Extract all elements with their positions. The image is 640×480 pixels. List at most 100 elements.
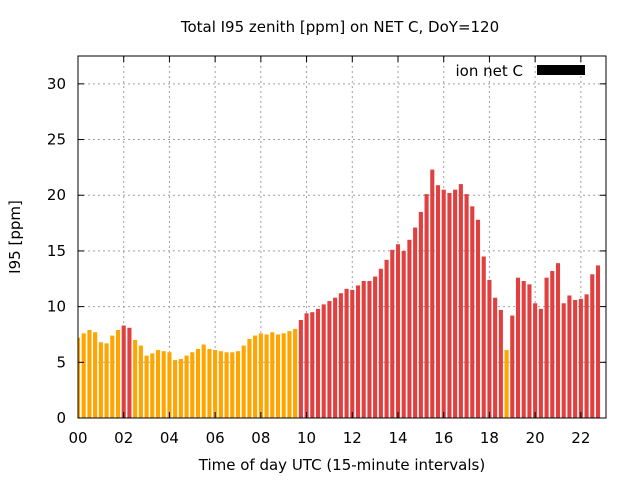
bar	[487, 279, 492, 418]
bar	[115, 330, 121, 418]
bar	[441, 189, 446, 418]
x-tick-label: 10	[297, 429, 316, 447]
bar	[475, 219, 481, 418]
y-axis-label: I95 [ppm]	[6, 200, 24, 274]
legend-swatch	[537, 65, 585, 75]
bar	[595, 265, 601, 418]
bar	[470, 206, 475, 418]
bar	[378, 268, 383, 418]
bar	[224, 352, 229, 418]
x-axis-ticks: 00 02 04 06 08 10 12 14 16 18 20 22	[68, 56, 590, 447]
bar	[424, 194, 429, 418]
bar	[578, 298, 583, 418]
bar	[561, 303, 566, 418]
bar	[173, 360, 178, 418]
bar	[510, 315, 515, 418]
bar	[190, 352, 195, 418]
bar	[98, 342, 103, 418]
bar	[304, 313, 309, 418]
bar	[361, 280, 366, 418]
bar	[110, 335, 115, 418]
y-tick-label: 25	[47, 131, 66, 149]
x-axis-label: Time of day UTC (15-minute intervals)	[198, 456, 485, 474]
bar	[590, 274, 595, 418]
bar	[144, 355, 149, 418]
bar	[293, 328, 298, 418]
bar	[287, 331, 292, 418]
bar	[230, 352, 235, 418]
x-tick-label: 16	[434, 429, 453, 447]
bar	[504, 350, 509, 418]
bar	[127, 327, 132, 418]
bar	[538, 308, 543, 418]
bar	[213, 350, 218, 418]
bar	[373, 276, 378, 418]
bar	[395, 244, 401, 418]
bar	[333, 297, 338, 418]
x-tick-label: 20	[526, 429, 545, 447]
bar	[133, 340, 138, 418]
bar	[155, 350, 161, 418]
bar	[121, 325, 126, 418]
bar	[435, 185, 441, 418]
bar	[390, 249, 395, 418]
bar	[235, 351, 241, 418]
chart-title: Total I95 zenith [ppm] on NET C, DoY=120	[180, 18, 499, 36]
bar	[350, 289, 355, 418]
bar	[567, 295, 572, 418]
y-tick-label: 20	[47, 186, 66, 204]
y-tick-label: 5	[56, 353, 66, 371]
plot-frame	[77, 55, 607, 419]
bar	[407, 239, 412, 418]
y-tick-label: 10	[47, 298, 66, 316]
bar	[527, 284, 532, 418]
x-tick-label: 02	[114, 429, 133, 447]
bar	[310, 312, 315, 418]
bar	[367, 280, 372, 418]
bar	[201, 344, 206, 418]
bar	[327, 301, 332, 418]
bar	[515, 277, 521, 418]
bar	[555, 263, 561, 418]
bar	[521, 280, 526, 418]
x-tick-label: 14	[388, 429, 407, 447]
x-tick-label: 12	[343, 429, 362, 447]
bar	[321, 304, 326, 418]
bar	[481, 256, 486, 418]
bar	[270, 332, 275, 418]
bar	[453, 189, 458, 418]
bar	[161, 351, 166, 418]
bar	[218, 351, 223, 418]
bar	[344, 288, 349, 418]
bar	[241, 345, 246, 418]
bars	[78, 169, 601, 418]
bar	[253, 335, 258, 418]
bar	[104, 343, 109, 418]
bar	[493, 297, 498, 418]
bar	[544, 277, 549, 418]
bar	[281, 333, 286, 418]
x-tick-label: 08	[251, 429, 270, 447]
bar	[418, 211, 423, 418]
bar	[178, 358, 183, 418]
bar	[87, 330, 92, 418]
bar	[298, 319, 303, 418]
bar	[315, 308, 321, 418]
x-tick-label: 18	[480, 429, 499, 447]
bar	[430, 169, 435, 418]
x-tick-label: 22	[571, 429, 590, 447]
x-tick-label: 00	[68, 429, 87, 447]
bar	[355, 285, 361, 418]
bar	[93, 332, 98, 418]
x-tick-label: 04	[160, 429, 179, 447]
legend: ion net C	[456, 62, 585, 80]
bar	[167, 352, 172, 418]
bar	[498, 309, 503, 418]
bar	[247, 338, 252, 418]
bar	[447, 193, 452, 418]
bar	[401, 250, 406, 418]
bar	[458, 184, 463, 418]
bar	[264, 334, 269, 418]
bar	[464, 194, 469, 418]
